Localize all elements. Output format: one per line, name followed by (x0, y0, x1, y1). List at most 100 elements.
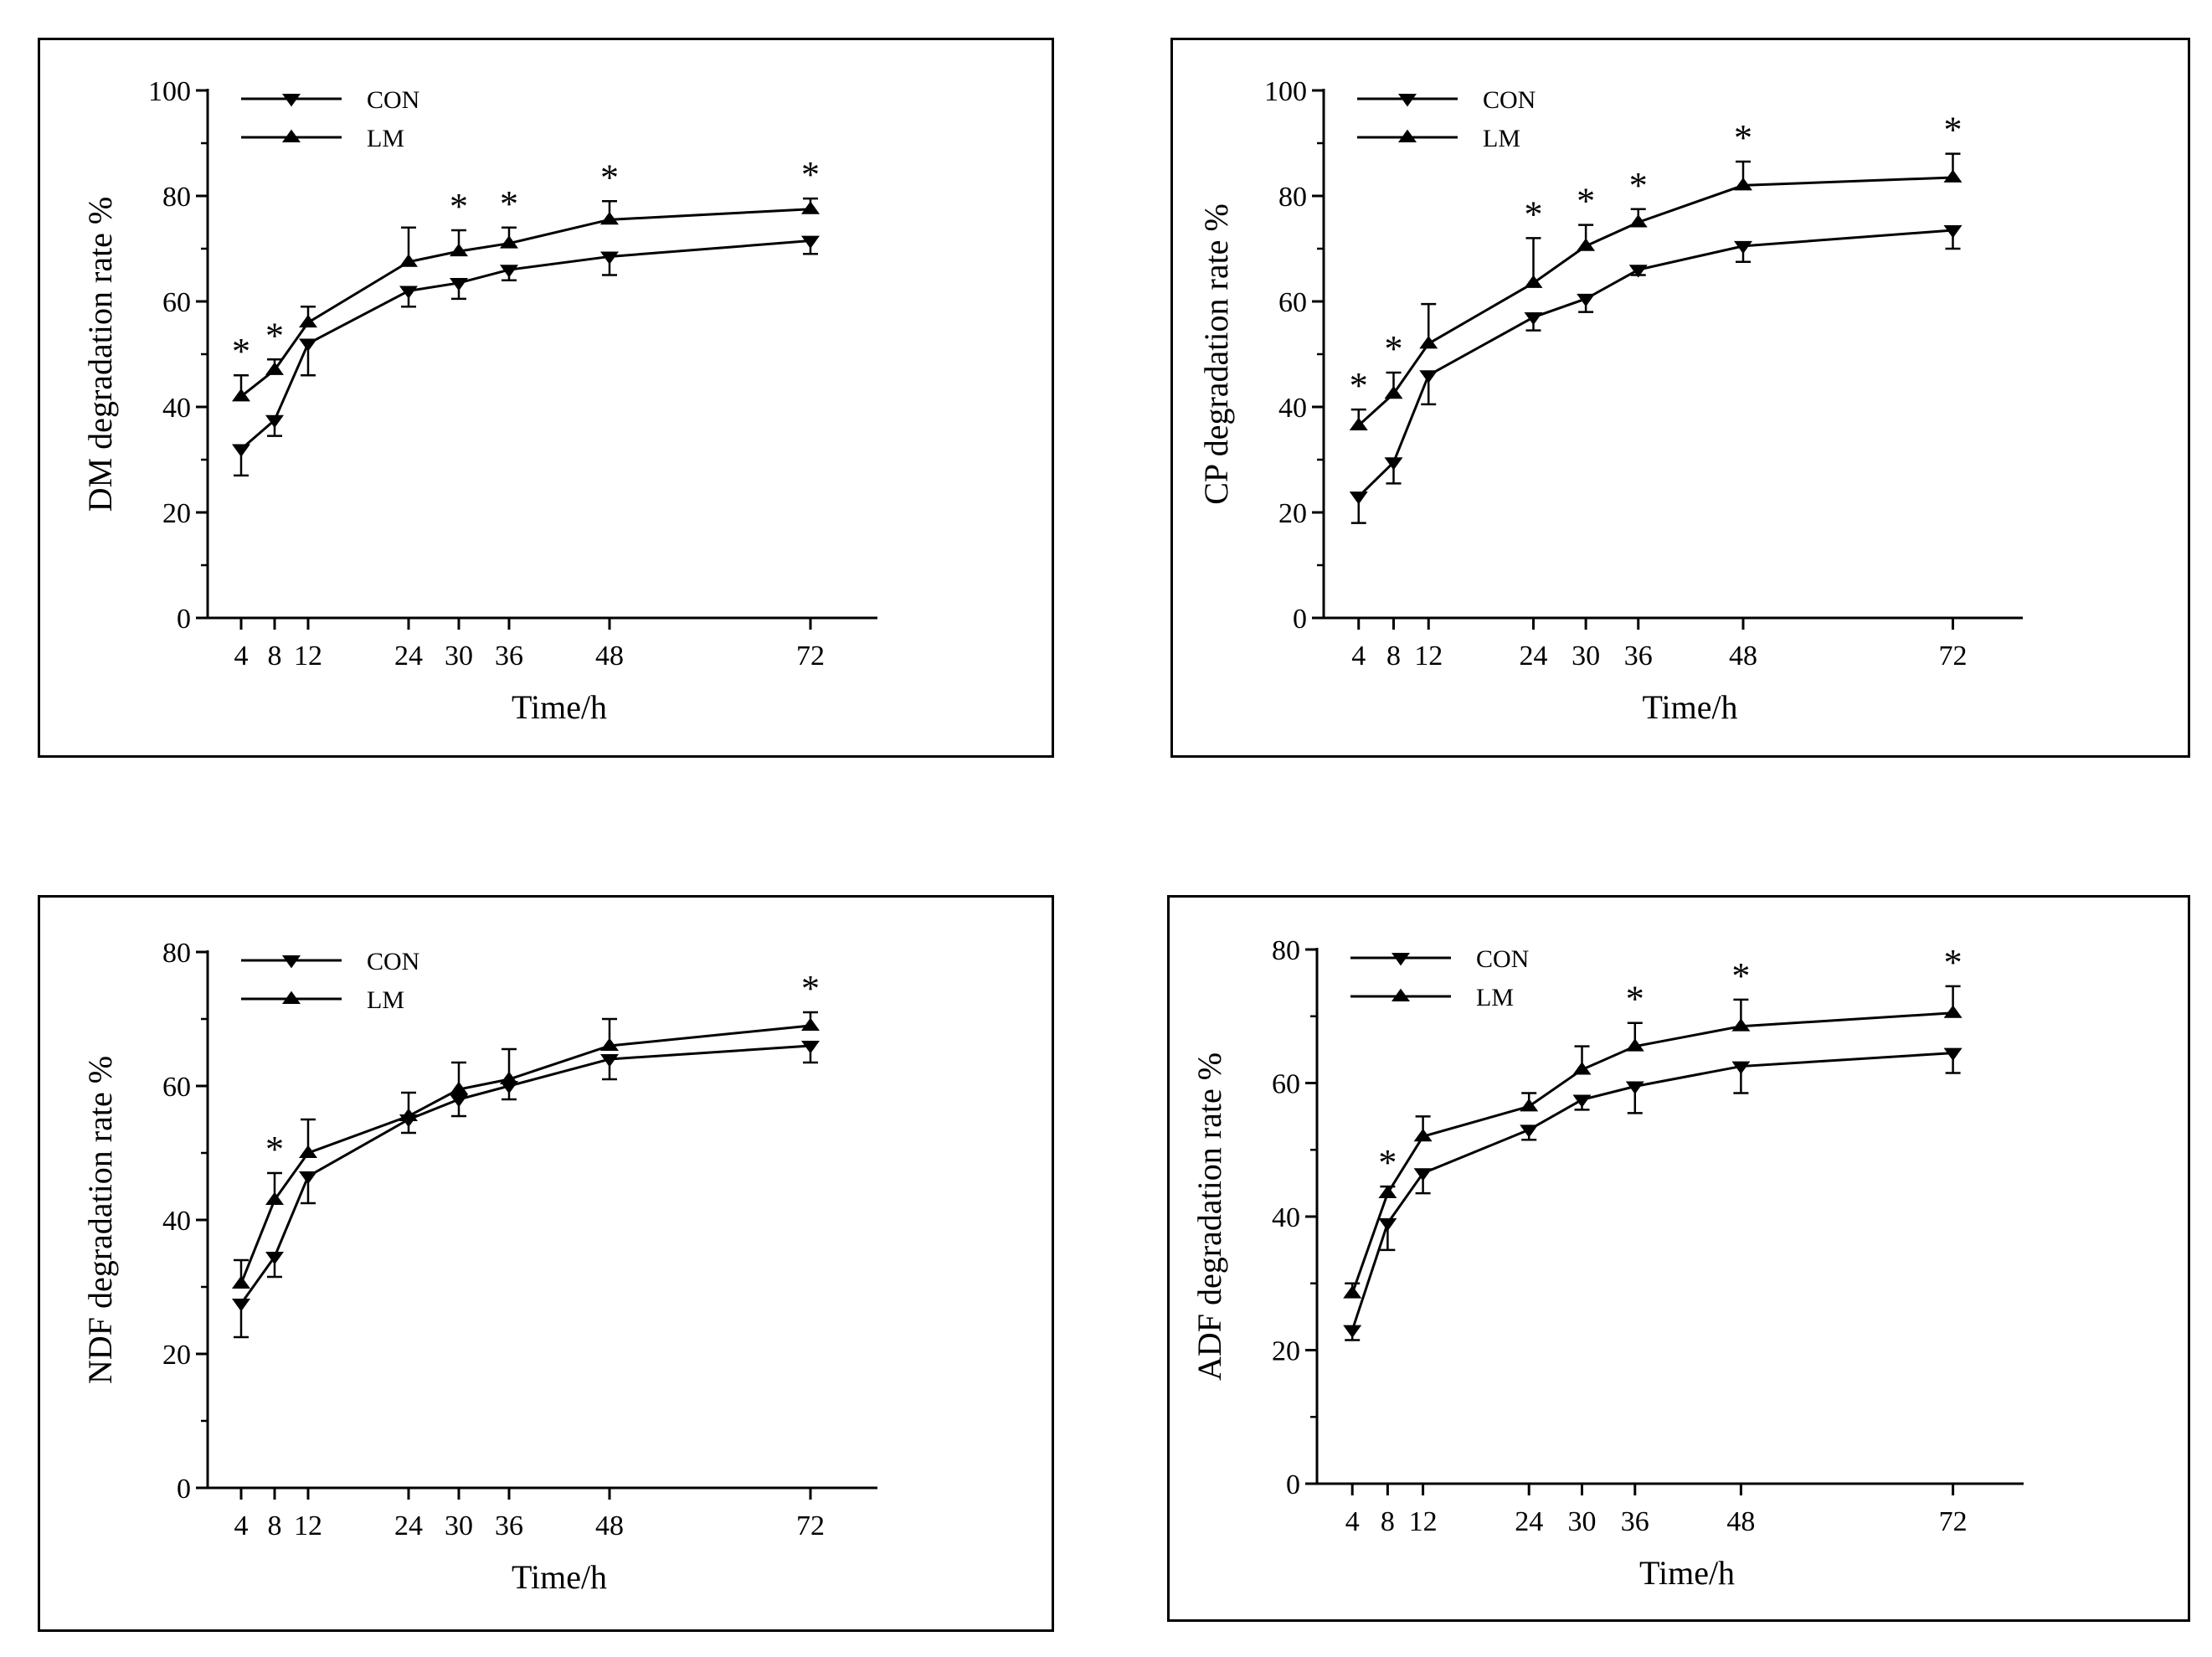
legend-marker (282, 991, 301, 1004)
y-tick-label: 20 (162, 1340, 191, 1371)
data-point-con (450, 1094, 468, 1108)
data-point-con (265, 414, 284, 429)
legend-label: CON (367, 86, 419, 114)
x-tick-label: 12 (1414, 641, 1443, 672)
significance-star: * (1731, 955, 1750, 996)
legend-item-lm: LM (241, 125, 404, 152)
data-point-con (1520, 1124, 1539, 1138)
y-tick-label: 40 (162, 393, 191, 424)
data-point-lm (801, 1017, 820, 1031)
data-point-con (1577, 293, 1596, 307)
x-tick-label: 24 (394, 641, 423, 672)
y-axis-title: DM degradation rate % (81, 197, 119, 512)
significance-star: * (801, 154, 820, 195)
x-tick-label: 8 (1381, 1506, 1395, 1537)
data-point-lm (1384, 385, 1403, 399)
chart-cp: 0 20 40 60 80 100 4 8 12 24 30 36 48 72 Time/h CP degra… (1197, 76, 2023, 726)
series-line-lm (239, 1024, 811, 1284)
data-point-lm (1378, 1185, 1397, 1199)
legend-label: CON (1483, 86, 1536, 114)
panel-adf: 0 20 40 60 80 4 8 12 24 30 36 48 72 Time/h ADF degrada… (1167, 895, 2190, 1622)
data-point-con (1413, 1168, 1433, 1181)
x-tick-label: 72 (1939, 1506, 1968, 1537)
significance-star: * (1944, 110, 1963, 151)
legend-marker (282, 955, 301, 969)
x-tick-label: 8 (268, 641, 282, 672)
x-tick-label: 24 (394, 1510, 423, 1541)
legend-marker (282, 129, 301, 142)
data-point-con (232, 1299, 250, 1312)
x-tick-label: 36 (1621, 1506, 1649, 1537)
legend-label: LM (367, 986, 404, 1014)
series-line-lm (1357, 176, 1953, 427)
x-tick-label: 30 (1568, 1506, 1597, 1537)
significance-star: * (1629, 165, 1648, 206)
x-tick-label: 4 (1351, 641, 1366, 672)
y-tick-label: 80 (162, 938, 191, 969)
data-point-lm (265, 1191, 284, 1205)
data-point-con (1731, 1061, 1751, 1074)
data-point-lm (232, 388, 250, 402)
x-tick-label: 4 (234, 1510, 249, 1541)
data-point-con (399, 286, 418, 299)
data-point-lm (399, 1108, 418, 1121)
x-tick-label: 12 (294, 1510, 322, 1541)
data-point-lm (1628, 214, 1648, 228)
y-tick-label: 40 (1272, 1202, 1300, 1233)
data-point-con (1378, 1218, 1397, 1232)
data-point-con (600, 1054, 619, 1068)
data-point-lm (1343, 1285, 1362, 1299)
data-point-lm (1625, 1038, 1644, 1052)
legend-item-con: CON (1357, 86, 1536, 114)
x-axis-title: Time/h (512, 688, 607, 726)
y-axis-title: ADF degradation rate % (1191, 1052, 1228, 1381)
legend-label: CON (367, 948, 419, 975)
x-axis-title: Time/h (1639, 1554, 1735, 1592)
significance-star: * (1525, 193, 1543, 234)
x-tick-label: 72 (796, 641, 825, 672)
y-tick-label: 100 (148, 76, 191, 107)
legend-marker (1392, 953, 1410, 966)
x-tick-label: 30 (445, 1510, 473, 1541)
significance-star: * (265, 315, 284, 356)
y-axis-title: NDF degradation rate % (81, 1056, 119, 1384)
data-point-lm (1520, 1099, 1539, 1112)
chart-dm: 0 20 40 60 80 100 4 8 12 24 30 36 48 72 Time/h DM degra… (81, 76, 877, 726)
significance-star: * (1734, 117, 1752, 158)
chart-adf: 0 20 40 60 80 4 8 12 24 30 36 48 72 Time/h ADF degrada… (1191, 935, 2024, 1592)
data-point-lm (1943, 1005, 1963, 1018)
x-tick-label: 30 (1572, 641, 1600, 672)
x-axis-title: Time/h (1642, 688, 1737, 726)
y-tick-label: 100 (1264, 76, 1307, 107)
y-tick-label: 60 (1278, 287, 1307, 318)
y-tick-label: 0 (1293, 604, 1307, 635)
x-tick-label: 36 (495, 1510, 523, 1541)
x-tick-label: 12 (294, 641, 322, 672)
data-point-lm (801, 201, 820, 214)
y-tick-label: 40 (1278, 393, 1307, 424)
data-point-lm (500, 1071, 518, 1084)
legend-item-con: CON (1350, 945, 1529, 973)
data-point-lm (450, 1081, 468, 1094)
data-point-con (450, 278, 468, 291)
y-tick-label: 0 (177, 604, 191, 635)
y-tick-label: 80 (1278, 182, 1307, 213)
data-point-lm (265, 362, 284, 375)
data-point-con (600, 251, 619, 265)
x-tick-label: 36 (1624, 641, 1653, 672)
data-point-lm (1572, 1062, 1592, 1075)
x-tick-label: 48 (1729, 641, 1757, 672)
data-point-lm (600, 1037, 619, 1051)
x-tick-label: 30 (445, 641, 473, 672)
y-tick-label: 20 (1272, 1336, 1300, 1367)
significance-star: * (265, 1129, 284, 1170)
series-line-con (240, 239, 811, 450)
x-tick-label: 48 (595, 1510, 624, 1541)
significance-star: * (1626, 979, 1644, 1020)
x-tick-label: 24 (1520, 641, 1548, 672)
data-point-con (1572, 1094, 1592, 1108)
y-tick-label: 60 (162, 1072, 191, 1103)
legend-item-lm: LM (1357, 125, 1520, 152)
data-point-con (1419, 370, 1438, 383)
significance-star: * (801, 968, 820, 1009)
